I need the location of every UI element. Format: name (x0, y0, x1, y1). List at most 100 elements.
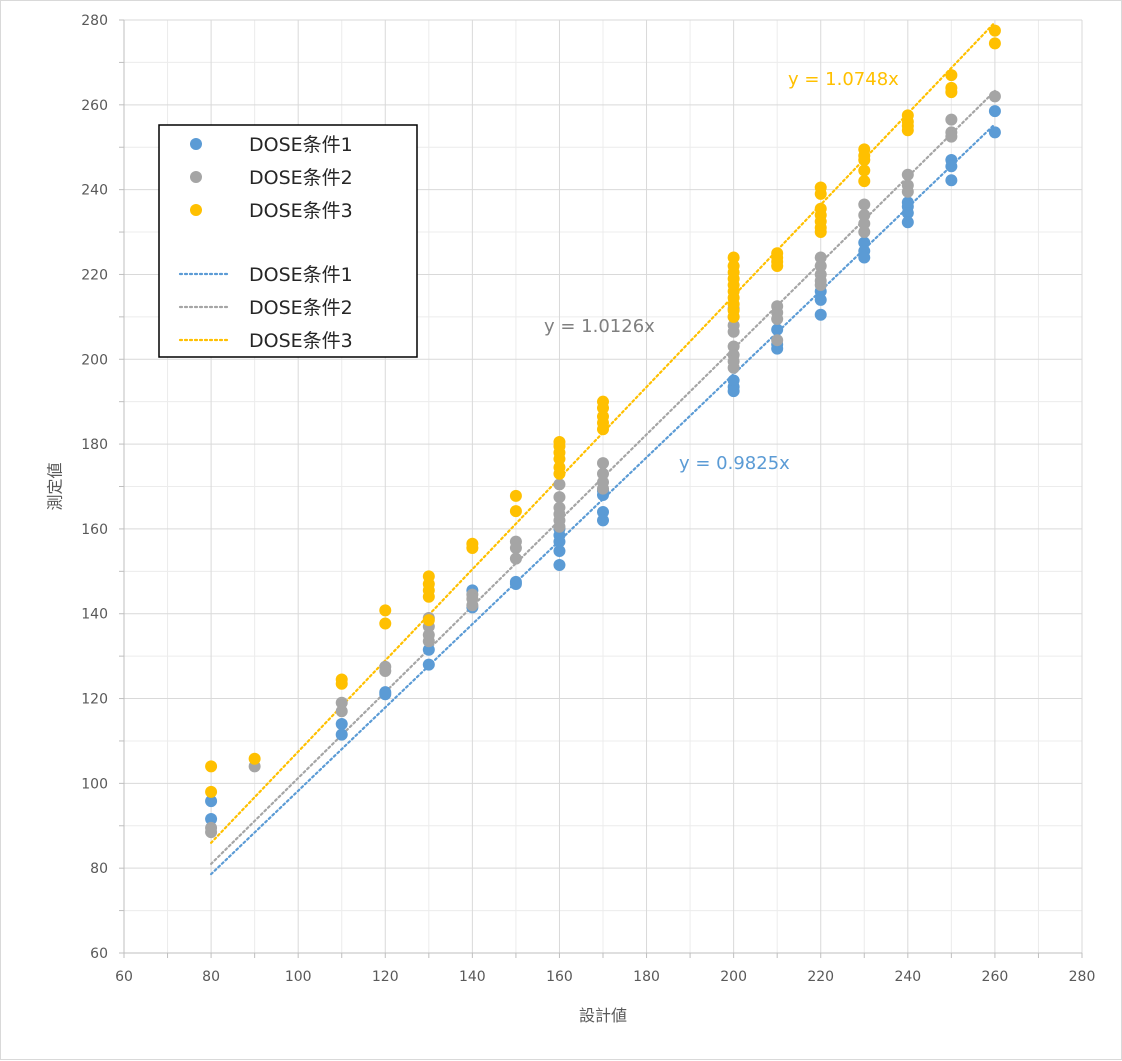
y-tick-label: 120 (81, 692, 108, 708)
y-tick-label: 280 (81, 13, 108, 29)
x-tick-label: 200 (720, 969, 747, 985)
data-point (597, 514, 609, 527)
data-point (858, 226, 871, 239)
tick-labels: 60 80 100 120 140 160 180 200 220 240 260 280 60 80 10… (81, 13, 1095, 985)
x-tick-label: 100 (285, 969, 312, 985)
data-point (901, 206, 914, 219)
data-point (205, 760, 218, 773)
data-point (553, 452, 566, 465)
data-point (727, 361, 740, 374)
y-tick-label: 80 (90, 861, 108, 877)
data-point (553, 467, 566, 480)
x-axis-title: 設計値 (579, 1006, 627, 1025)
x-tick-label: 140 (459, 969, 486, 985)
data-point (422, 643, 435, 656)
data-point (597, 482, 609, 495)
data-point (945, 86, 958, 99)
data-point (553, 535, 566, 548)
data-point (205, 812, 218, 825)
data-point (335, 705, 348, 718)
data-point (597, 423, 609, 436)
data-point (509, 505, 522, 518)
legend: DOSE条件1 DOSE条件2 DOSE条件3 DOSE条件1 DOSE条件2 DOSE条… (158, 124, 418, 358)
legend-marker (190, 171, 202, 183)
data-point (814, 251, 827, 264)
data-point (771, 323, 784, 336)
data-point (335, 696, 348, 709)
data-point (422, 614, 435, 627)
data-point (335, 728, 348, 741)
legend-label: DOSE条件1 (249, 134, 353, 156)
data-point (771, 312, 784, 325)
data-point (858, 217, 871, 230)
data-point (553, 544, 566, 557)
x-tick-label: 280 (1069, 969, 1096, 985)
data-point (422, 590, 435, 603)
data-point (814, 187, 827, 200)
data-point (814, 259, 827, 272)
y-tick-label: 140 (81, 607, 108, 623)
legend-label: DOSE条件3 (249, 330, 353, 352)
trendline-equation: y = 1.0748x (788, 69, 899, 90)
data-point (771, 342, 784, 355)
data-point (945, 69, 958, 82)
data-point (727, 251, 740, 264)
legend-marker (190, 204, 202, 216)
data-point (814, 308, 827, 321)
data-point (597, 505, 609, 518)
data-point (988, 105, 1001, 118)
y-tick-label: 100 (81, 776, 108, 792)
x-tick-label: 180 (633, 969, 660, 985)
data-point (814, 293, 827, 306)
data-point (466, 541, 479, 554)
data-point (945, 174, 958, 187)
legend-marker (190, 138, 202, 150)
data-point (858, 209, 871, 222)
data-point (379, 617, 392, 630)
data-point (335, 717, 348, 730)
data-point (727, 385, 740, 398)
data-point (901, 168, 914, 181)
x-tick-label: 120 (372, 969, 399, 985)
data-point (858, 198, 871, 211)
data-point (727, 310, 740, 323)
data-point (901, 124, 914, 137)
y-tick-label: 60 (90, 946, 108, 962)
data-point (597, 457, 609, 470)
data-point (597, 467, 609, 480)
trendline-equation: y = 1.0126x (544, 316, 655, 337)
data-point (422, 658, 435, 671)
data-points (205, 24, 1001, 839)
data-point (509, 541, 522, 554)
y-tick-label: 260 (81, 98, 108, 114)
data-point (858, 236, 871, 249)
x-tick-label: 220 (807, 969, 834, 985)
data-point (858, 153, 871, 166)
data-point (509, 489, 522, 502)
legend-box (158, 124, 418, 358)
data-point (553, 558, 566, 571)
data-point (988, 24, 1001, 37)
y-tick-label: 220 (81, 267, 108, 283)
data-point (727, 325, 740, 338)
data-point (901, 216, 914, 229)
data-point (422, 635, 435, 648)
data-point (771, 259, 784, 272)
data-point (248, 752, 261, 765)
data-point (466, 599, 479, 612)
data-point (814, 226, 827, 239)
data-point (771, 334, 784, 347)
x-tick-label: 60 (115, 969, 133, 985)
data-point (988, 90, 1001, 103)
y-tick-label: 200 (81, 352, 108, 368)
legend-label: DOSE条件3 (249, 200, 353, 222)
data-point (553, 491, 566, 504)
data-point (379, 664, 392, 677)
data-point (205, 785, 218, 798)
legend-label: DOSE条件2 (249, 167, 353, 189)
legend-label: DOSE条件1 (249, 264, 353, 286)
axes (119, 19, 1083, 958)
data-point (945, 113, 958, 126)
